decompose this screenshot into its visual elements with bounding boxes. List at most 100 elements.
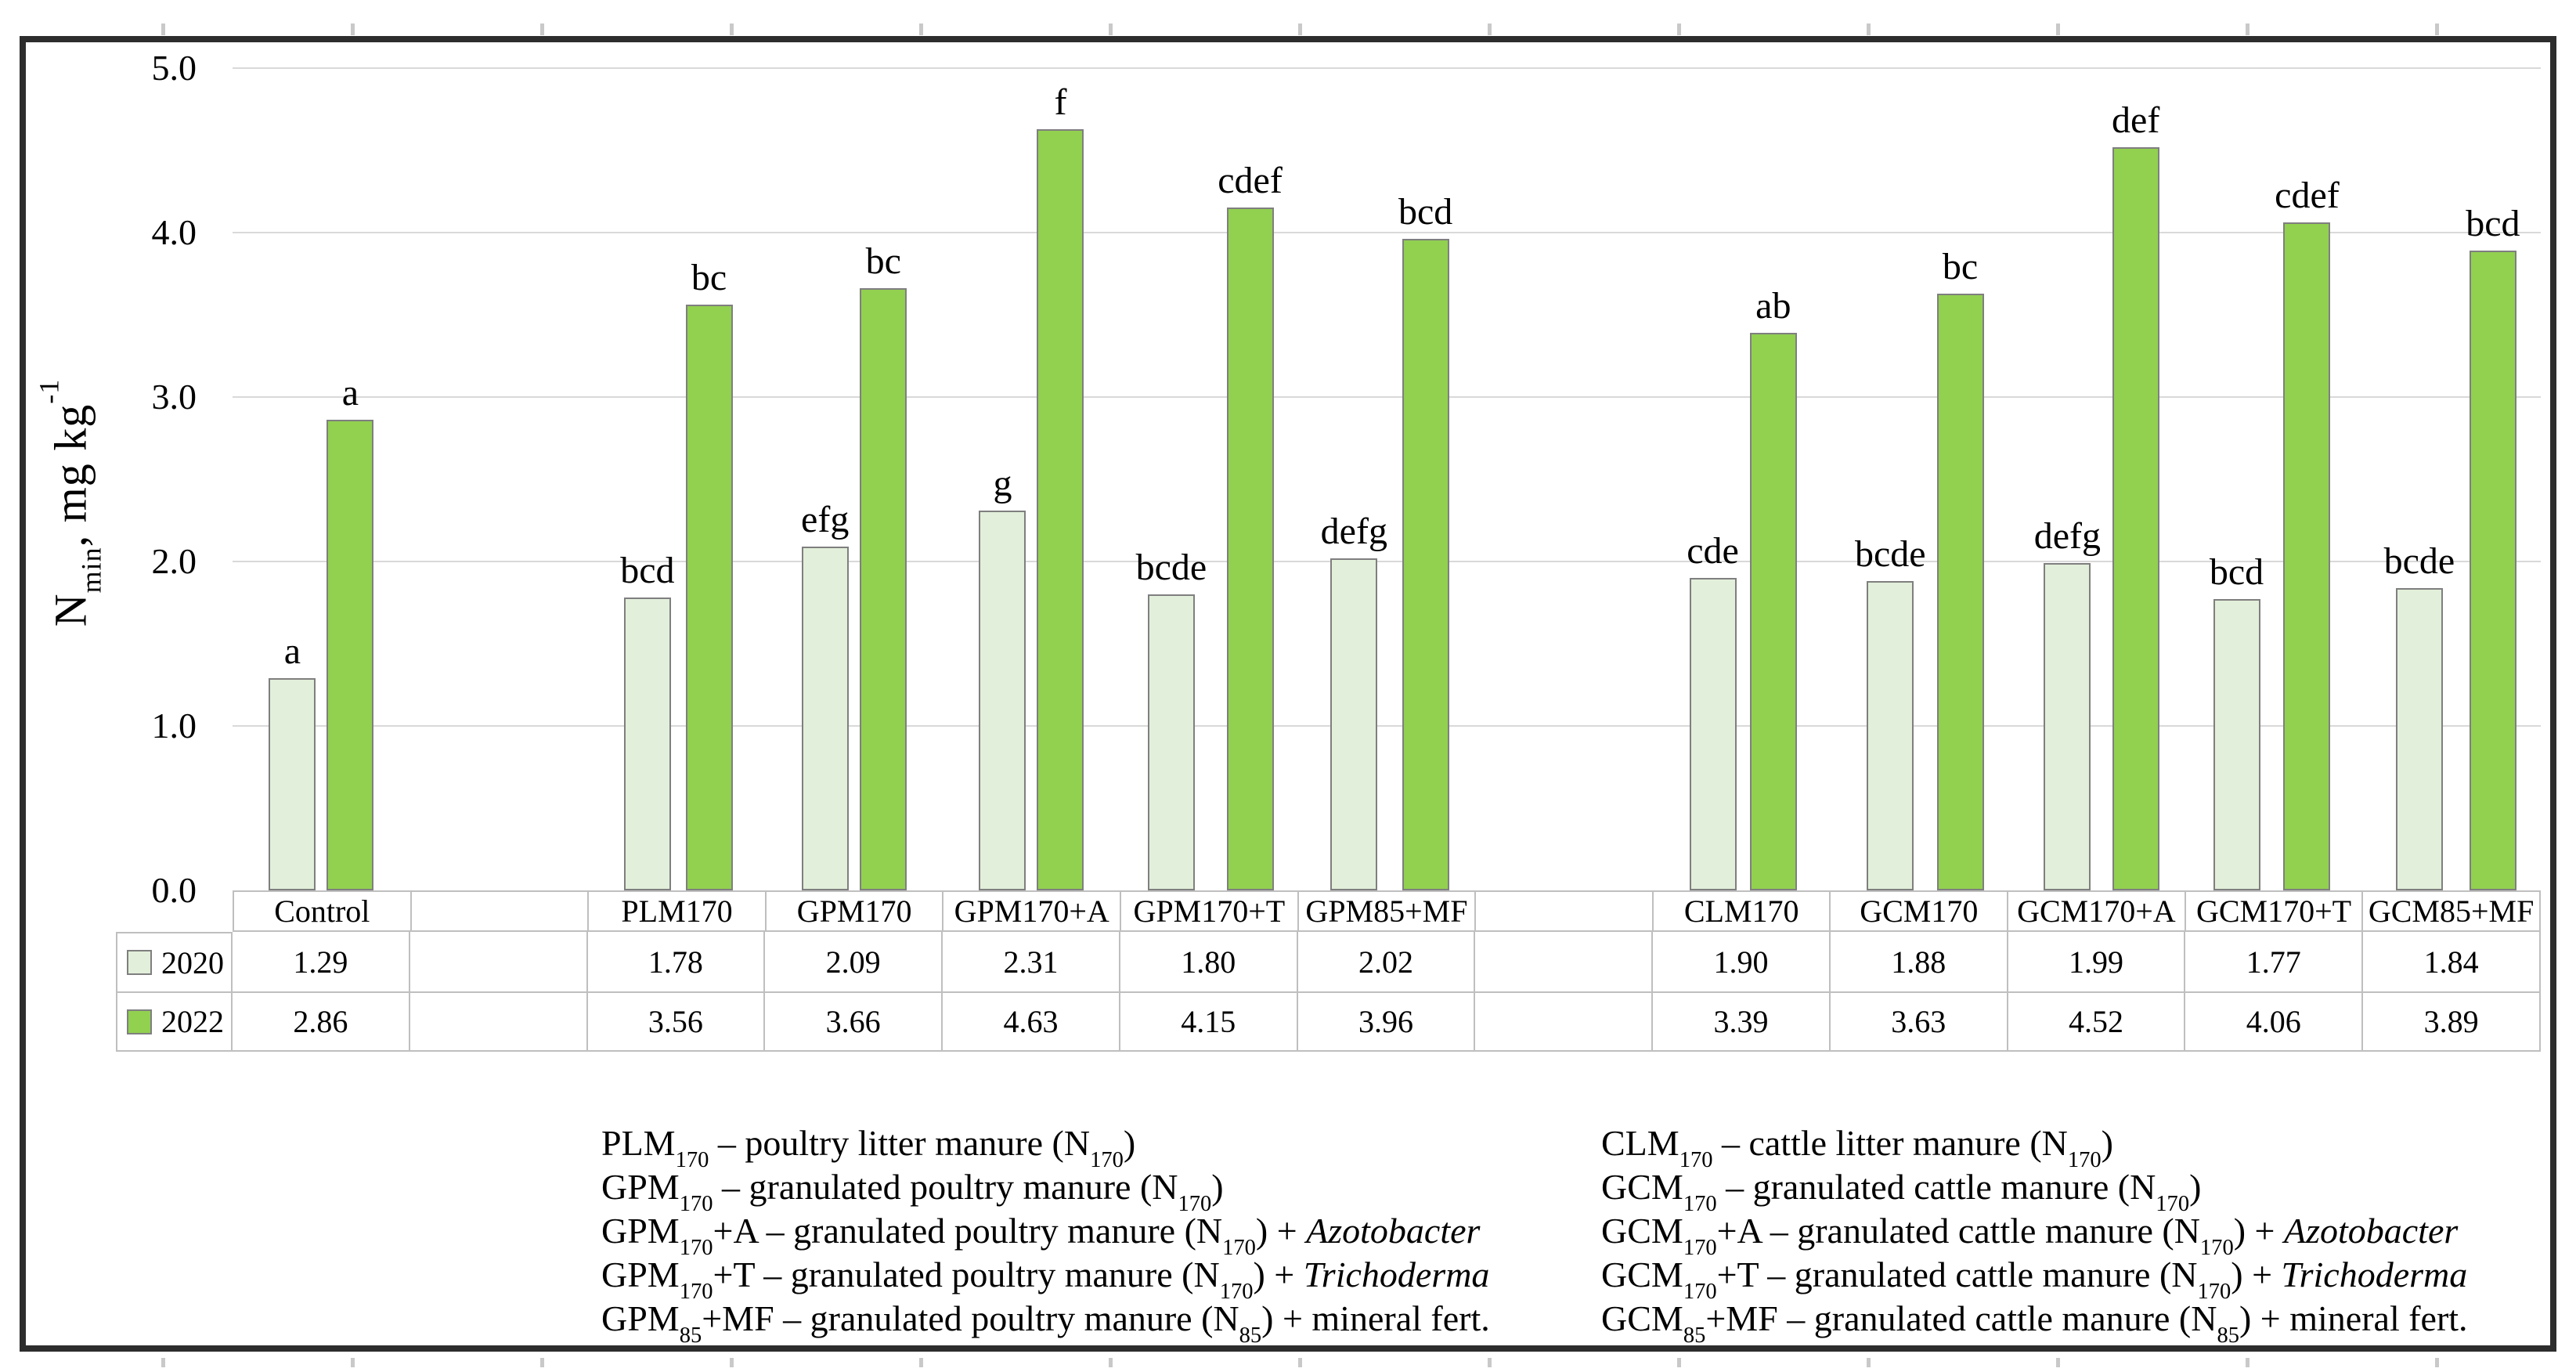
legend-swatch-2020 (127, 950, 152, 975)
bar-2022 (1402, 239, 1449, 890)
significance-letter: g (993, 463, 1012, 504)
text-segment: PLM (601, 1123, 676, 1163)
significance-letter: bcde (1135, 547, 1207, 588)
text-segment: +A – granulated cattle manure (N (1716, 1211, 2200, 1251)
bar-2020 (623, 598, 671, 890)
bar-2022 (1936, 294, 1984, 890)
y-tick-label: 3.0 (151, 377, 197, 417)
table-column-header: GCM170+T (2185, 890, 2364, 932)
significance-letter: bcd (1398, 191, 1453, 233)
text-segment: 170 (2199, 1236, 2234, 1261)
text-segment: GPM (601, 1211, 680, 1251)
significance-letter: bc (1942, 246, 1979, 287)
text-segment: 170 (679, 1192, 713, 1217)
bar-group-2022: bc (860, 68, 907, 890)
text-segment: ) + mineral fert. (2239, 1298, 2468, 1338)
table-value-cell: 1.99 (2008, 932, 2186, 993)
text-segment: +T – granulated poultry manure (N (713, 1255, 1220, 1294)
text-segment: 170 (1683, 1192, 1717, 1217)
legend-note-line: GPM170 – granulated poultry manure (N170… (601, 1165, 1490, 1215)
bar-2022 (2112, 147, 2159, 890)
table-value-cell: 4.52 (2008, 993, 2186, 1052)
gridline (233, 396, 2541, 398)
legend-notes-right: CLM170 – cattle litter manure (N170) GCM1… (1601, 1121, 2468, 1347)
y-tick-label: 1.0 (151, 706, 197, 746)
gridline (233, 561, 2541, 562)
bar-group-2020: bcde (1855, 68, 1926, 890)
text-segment: ) + (2233, 1211, 2284, 1251)
text-segment: – granulated poultry manure (N (713, 1167, 1178, 1207)
series-name: 2022 (161, 1004, 224, 1039)
legend-notes-left: PLM170 – poultry litter manure (N170) GPM… (601, 1121, 1490, 1347)
bar-group-2022: f (1037, 68, 1084, 890)
text-segment: +T – granulated cattle manure (N (1716, 1255, 2198, 1294)
legend-note-line: GCM170+A – granulated cattle manure (N17… (1601, 1209, 2468, 1259)
significance-letter: cde (1687, 530, 1739, 572)
table-value-cell: 4.63 (943, 993, 1120, 1052)
text-segment: 170 (1679, 1148, 1713, 1173)
bar-2020 (1689, 578, 1737, 890)
bar-2020 (1867, 581, 1914, 890)
table-value-cell: 4.06 (2185, 993, 2364, 1052)
text-segment: GPM (601, 1255, 680, 1294)
table-column-header: CLM170 (1653, 890, 1831, 932)
table-value-cell: 3.89 (2363, 993, 2541, 1052)
text-segment: GCM (1601, 1255, 1683, 1294)
figure-box: Nmin, mg kg-1 0.0 1.0 2.0 3.0 4.0 5.0 a a bcd bc… (20, 36, 2556, 1352)
table-column-header: GCM170+A (2008, 890, 2186, 932)
legend-note-line: GCM85+MF – granulated cattle manure (N85… (1601, 1297, 2468, 1347)
bar-group-2022: cdef (2275, 68, 2340, 890)
bar-2022 (2469, 251, 2516, 890)
text-segment: +MF – granulated poultry manure (N (702, 1298, 1239, 1338)
legend-swatch-2022 (127, 1009, 152, 1034)
text-segment: 170 (2156, 1192, 2190, 1217)
y-tick-label: 5.0 (151, 48, 197, 88)
table-row-2022: 2022 2.86 3.56 3.66 4.63 4.15 3.96 3.39 3.63 4.52… (116, 993, 2541, 1052)
table-column-header: GCM85+MF (2363, 890, 2541, 932)
significance-letter: bc (865, 240, 901, 282)
bar-group-2020: a (269, 68, 316, 890)
bar-2020 (1147, 594, 1195, 890)
legend-note-line: PLM170 – poultry litter manure (N170) (601, 1121, 1490, 1172)
text-segment: ) + (1255, 1211, 1307, 1251)
text-segment: 170 (2067, 1148, 2102, 1173)
spacer-column (410, 68, 588, 890)
bar-group-2022: a (327, 68, 374, 890)
bar-group-2022: cdef (1218, 68, 1283, 890)
category-column-CLM170: cde ab (1653, 68, 1831, 890)
bar-group-2020: bcd (620, 68, 675, 890)
y-tick-label: 4.0 (151, 212, 197, 252)
bar-2020 (2395, 588, 2443, 890)
plot-area: a a bcd bc efg bc g f bcde cdef defg bcd cde ab bcde bc… (233, 68, 2541, 890)
series-name: 2020 (161, 944, 224, 980)
bar-2020 (1330, 558, 1378, 890)
bar-2020 (2213, 599, 2260, 890)
bar-group-2020: bcde (2384, 68, 2455, 890)
table-value-cell: 1.78 (587, 932, 766, 993)
bar-group-2022: bc (1936, 68, 1984, 890)
text-segment: +MF – granulated cattle manure (N (1705, 1298, 2217, 1338)
significance-letter: a (341, 372, 359, 413)
legend-note-line: GCM170 – granulated cattle manure (N170) (1601, 1165, 2468, 1215)
y-axis-tick-labels: 0.0 1.0 2.0 3.0 4.0 5.0 (26, 50, 197, 908)
y-tick-label: 0.0 (151, 870, 197, 910)
table-value-cell: 3.39 (1653, 993, 1831, 1052)
bar-group-2020: bcd (2210, 68, 2264, 890)
category-column-GPM85+MF: defg bcd (1298, 68, 1476, 890)
table-column-header: GPM170 (766, 890, 944, 932)
significance-letter: bc (691, 257, 727, 298)
significance-letter: ab (1755, 285, 1791, 327)
significance-letter: f (1054, 81, 1067, 123)
table-header-row: Control PLM170 GPM170 GPM170+A GPM170+T GPM85… (116, 890, 2541, 932)
text-segment: 170 (1219, 1280, 1254, 1305)
text-segment: ) + (1253, 1255, 1304, 1294)
text-segment: GCM (1601, 1298, 1683, 1338)
text-segment: GCM (1601, 1211, 1683, 1251)
legend-note-line: GPM170+T – granulated poultry manure (N1… (601, 1253, 1490, 1303)
significance-letter: defg (1320, 511, 1387, 552)
text-segment: 170 (2197, 1280, 2231, 1305)
category-column-GCM170+T: bcd cdef (2185, 68, 2363, 890)
text-segment: +A – granulated poultry manure (N (713, 1211, 1223, 1251)
page-edge-ticks-bottom (20, 1358, 2556, 1367)
